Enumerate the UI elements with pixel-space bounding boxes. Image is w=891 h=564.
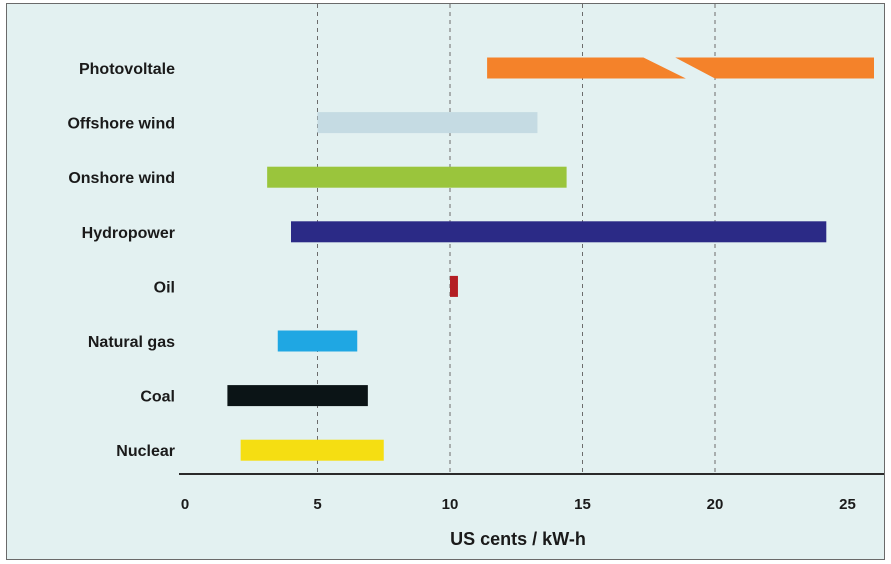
- x-axis-title: US cents / kW-h: [450, 529, 586, 549]
- bar-hydropower: [291, 221, 827, 243]
- category-label-photovoltale: Photovoltale: [79, 61, 175, 78]
- category-labels: Photovoltale Offshore wind Onshore wind Hyd…: [67, 61, 175, 460]
- bar-photovoltale-segment-1: [487, 57, 686, 79]
- x-tick-label-20: 20: [707, 496, 724, 513]
- bar-onshore-wind: [267, 166, 567, 188]
- x-tick-label-25: 25: [839, 496, 856, 513]
- bar-coal: [227, 385, 368, 407]
- bar-nuclear: [240, 439, 384, 461]
- x-tick-label-10: 10: [442, 496, 459, 513]
- x-tick-labels: 0 5 10 15 20 25: [181, 496, 856, 513]
- category-label-hydropower: Hydropower: [82, 225, 175, 242]
- category-label-nuclear: Nuclear: [116, 443, 175, 460]
- chart-svg: Photovoltale Offshore wind Onshore wind Hyd…: [67, 4, 884, 549]
- category-label-natural-gas: Natural gas: [88, 334, 175, 351]
- category-label-onshore-wind: Onshore wind: [68, 170, 175, 187]
- category-label-offshore-wind: Offshore wind: [67, 116, 175, 133]
- bars: [227, 57, 874, 461]
- x-tick-label-15: 15: [574, 496, 591, 513]
- x-tick-label-0: 0: [181, 496, 189, 513]
- bar-photovoltale-segment-2: [675, 57, 874, 79]
- bar-natural-gas: [277, 330, 358, 352]
- x-tick-label-5: 5: [313, 496, 321, 513]
- bar-oil: [450, 275, 458, 297]
- chart-figure: Photovoltale Offshore wind Onshore wind Hyd…: [6, 3, 885, 560]
- category-label-coal: Coal: [140, 389, 175, 406]
- bar-offshore-wind: [317, 112, 538, 134]
- category-label-oil: Oil: [154, 279, 175, 296]
